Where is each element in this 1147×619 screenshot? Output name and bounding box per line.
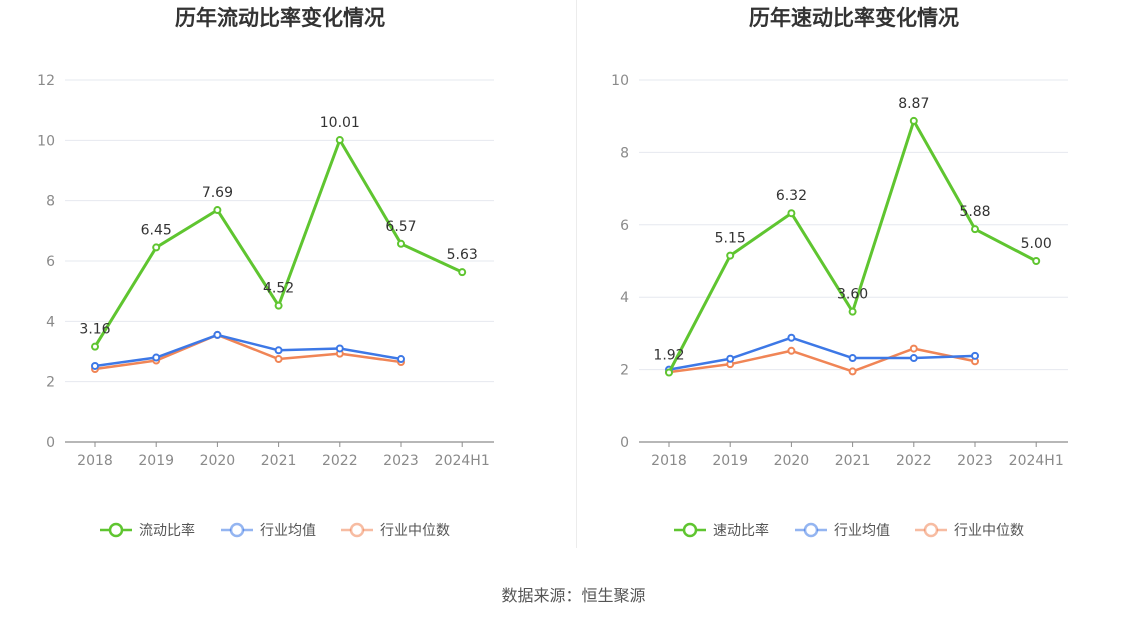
data-point [213,206,222,215]
data-point [274,346,283,355]
data-point [909,354,918,363]
data-label: 8.87 [898,96,929,112]
x-tick-label: 2024H1 [435,453,490,469]
y-tick-label: 2 [46,375,55,391]
x-tick-label: 2021 [835,453,871,469]
x-tick-label: 2020 [774,453,810,469]
data-label: 5.15 [715,231,746,247]
data-point [397,239,405,248]
legend-label: 行业均值 [260,523,316,539]
data-point [397,355,405,364]
y-tick-label: 8 [620,145,629,161]
data-point [665,368,673,377]
series-line [668,347,976,374]
data-point [1032,257,1041,265]
data-point [91,361,99,370]
legend-label: 行业中位数 [954,523,1024,539]
series-line [667,119,1037,374]
data-label: 10.01 [320,115,360,131]
y-tick-label: 6 [620,218,629,234]
data-point [335,136,344,145]
quick-ratio-chart: 历年速动比率变化情况 0 2 4 6 8 10 2018 2019 2020 2021 2022 202… [574,0,1147,560]
data-source: 数据来源：恒生聚源 [501,586,646,605]
current-ratio-chart: 历年流动比率变化情况 0 2 4 6 8 10 12 2018 2019 2020 2021 2022 2… [0,0,573,560]
series-line [94,333,402,368]
data-point [274,355,283,364]
chart-title: 历年流动比率变化情况 [175,6,385,30]
data-point [458,268,467,277]
data-point [909,116,918,125]
chart-divider [576,0,577,548]
data-label: 6.32 [776,188,807,204]
data-label: 6.57 [385,219,416,235]
data-point [787,333,796,342]
current-ratio-chart-svg: 历年流动比率变化情况 0 2 4 6 8 10 12 2018 2019 2020 2021 2022 2… [37,6,494,539]
data-point [91,342,99,351]
y-tick-label: 4 [620,290,629,306]
legend-marker [108,522,124,538]
series-line [93,138,463,348]
data-point [787,209,796,218]
data-label: 7.69 [202,185,233,201]
legend-label: 速动比率 [713,522,769,539]
data-point [848,367,857,376]
legend-marker [349,522,365,538]
x-tick-label: 2022 [896,453,932,469]
data-label: 3.60 [837,287,868,303]
y-tick-label: 2 [620,363,629,379]
legend-marker [229,522,245,538]
y-tick-label: 6 [46,254,55,270]
x-tick-label: 2023 [957,453,993,469]
series-line [668,336,976,371]
y-tick-label: 10 [611,73,629,89]
data-point [787,346,796,355]
data-point [848,354,857,363]
x-tick-label: 2023 [383,453,419,469]
chart-title: 历年速动比率变化情况 [749,6,959,30]
data-point [274,301,283,310]
data-label: 5.88 [959,204,990,220]
y-tick-label: 12 [37,73,55,89]
x-tick-label: 2018 [651,453,687,469]
y-tick-label: 0 [620,435,629,451]
x-tick-label: 2021 [261,453,297,469]
x-tick-label: 2019 [138,453,174,469]
x-tick-label: 2022 [322,453,358,469]
quick-ratio-chart-svg: 历年速动比率变化情况 0 2 4 6 8 10 2018 2019 2020 2021 2022 202… [611,6,1068,539]
legend-label: 行业中位数 [380,523,450,539]
legend-marker [682,522,698,538]
data-point [152,243,161,252]
x-tick-label: 2018 [77,453,113,469]
data-label: 6.45 [141,222,172,238]
data-point [152,353,161,362]
series-line [94,333,402,371]
legend-marker [923,522,939,538]
data-point [909,344,918,353]
data-label: 3.16 [79,322,110,338]
data-point [971,351,979,360]
legend-label: 行业均值 [834,523,890,539]
data-label: 5.00 [1021,236,1052,252]
data-label: 4.52 [263,281,294,297]
x-tick-label: 2024H1 [1009,453,1064,469]
x-tick-label: 2020 [200,453,236,469]
data-label: 1.92 [653,347,684,363]
data-label: 5.63 [447,247,478,263]
y-tick-label: 4 [46,314,55,330]
legend-label: 流动比率 [139,522,195,539]
data-point [971,225,979,234]
x-tick-label: 2019 [712,453,748,469]
data-point [726,251,735,260]
data-point [848,307,857,316]
y-tick-label: 0 [46,435,55,451]
data-point [213,330,222,339]
legend-marker [803,522,819,538]
y-tick-label: 10 [37,133,55,149]
data-point [726,354,735,363]
data-point [335,344,344,353]
y-tick-label: 8 [46,194,55,210]
